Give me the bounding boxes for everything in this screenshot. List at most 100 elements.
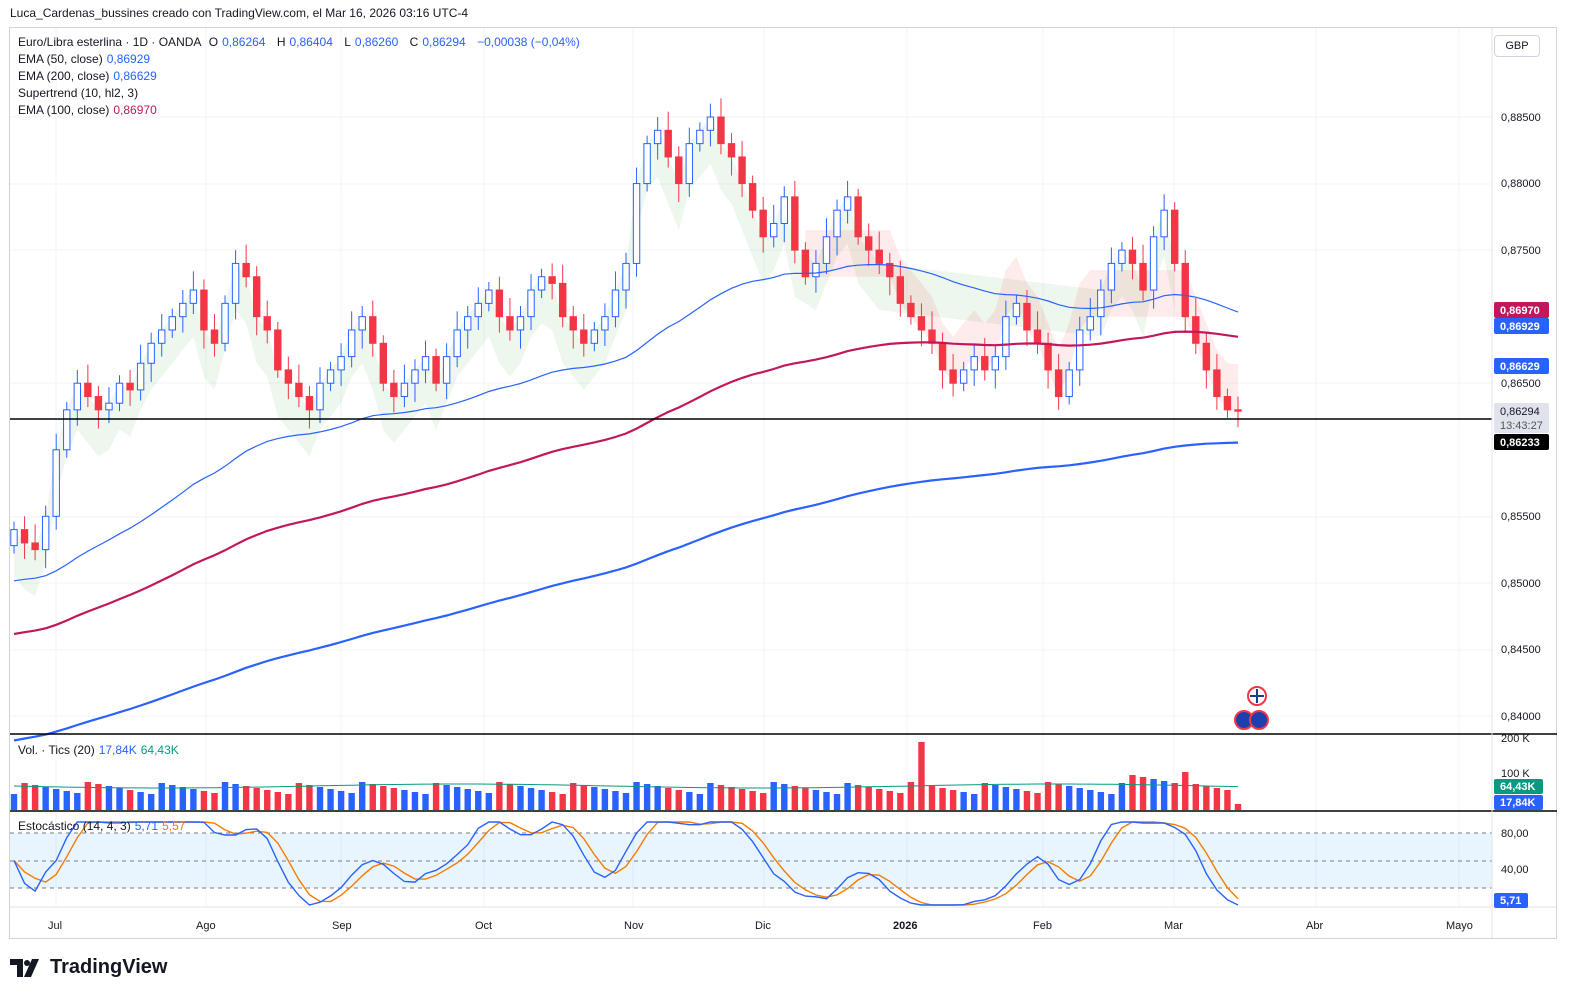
candle-body — [432, 356, 440, 384]
price-tick: 0,86500 — [1501, 378, 1541, 390]
volume-tick: 100 K — [1501, 768, 1530, 780]
time-tick: Oct — [475, 920, 492, 932]
volume-bar — [1150, 779, 1157, 810]
candle-body — [284, 369, 293, 384]
candle-body — [738, 156, 746, 185]
stoch-tick: 80,00 — [1501, 828, 1529, 840]
volume-bar — [1002, 787, 1010, 810]
volume-bar — [21, 783, 28, 810]
volume-bar — [844, 783, 851, 810]
candle-body — [1002, 316, 1010, 358]
candle-body — [242, 262, 250, 278]
candle-body — [31, 542, 39, 551]
countdown-text: 13:43:27 — [1500, 420, 1543, 432]
ema50-line[interactable] — [13, 264, 1239, 582]
supertrend-legend[interactable]: Supertrend (10, hl2, 3) — [18, 86, 139, 100]
ema100-legend[interactable]: EMA (100, close) 0,86970 — [18, 103, 157, 117]
volume-bar — [211, 793, 218, 810]
candle-body — [506, 316, 514, 331]
candle-body — [411, 369, 419, 384]
volume-bar — [475, 791, 482, 810]
volume-bar — [548, 792, 556, 810]
ema200-legend[interactable]: EMA (200, close) 0,86629 — [18, 69, 157, 83]
volume-bar — [285, 794, 292, 810]
candle-body — [727, 143, 736, 158]
candle-body — [200, 289, 208, 331]
last-price-text: 0,86294 — [1500, 406, 1540, 418]
volume-bar — [53, 789, 60, 810]
time-tick: Mar — [1164, 920, 1183, 932]
candle-body — [485, 289, 493, 304]
candle-body — [1012, 302, 1021, 318]
time-tick: Jul — [48, 920, 62, 932]
candle-body — [84, 382, 92, 398]
candle-body — [1213, 369, 1221, 398]
candle-body — [442, 356, 451, 384]
volume-bar — [369, 784, 376, 810]
volume-bar — [823, 792, 830, 810]
stoch-legend[interactable]: Estocástico (14, 4, 3) 5,71 5,57 — [18, 819, 186, 833]
volume-bar — [411, 792, 419, 810]
candle-body — [1170, 209, 1179, 264]
candle-body — [263, 316, 271, 331]
candle-body — [1076, 329, 1084, 371]
volume-bar — [1108, 794, 1115, 810]
volume-bar — [485, 793, 493, 810]
price-tick: 0,88500 — [1501, 112, 1541, 124]
volume-bar — [1192, 784, 1199, 810]
candle-body — [843, 196, 852, 211]
volume-bar — [876, 789, 883, 810]
currency-button[interactable]: GBP — [1494, 35, 1540, 57]
ema100-line[interactable] — [13, 330, 1239, 636]
volume-bar — [707, 783, 714, 810]
candle-body — [854, 196, 862, 238]
symbol-label[interactable]: Euro/Libra esterlina · 1D · OANDA — [18, 35, 202, 49]
volume-legend[interactable]: Vol. · Tics (20) 17,84K 64,43K — [18, 743, 179, 757]
volume-bar — [1203, 786, 1210, 810]
volume-bar — [812, 790, 820, 810]
candle-body — [1128, 249, 1137, 264]
volume-bar — [264, 790, 271, 810]
volume-bar — [570, 783, 577, 810]
volume-bar — [348, 793, 355, 810]
ema200-line[interactable] — [13, 441, 1239, 742]
ema50-badge-text: 0,86929 — [1500, 321, 1540, 333]
time-tick: Nov — [624, 920, 644, 932]
candle-body — [1149, 236, 1158, 291]
candle-body — [516, 316, 525, 331]
candle-body — [316, 382, 324, 411]
eu-flag-icon[interactable] — [1249, 710, 1269, 730]
candle-body — [981, 356, 989, 371]
candle-body — [580, 329, 588, 344]
tradingview-logo[interactable]: TradingView — [10, 956, 167, 979]
supertrend-up-fill — [14, 117, 1175, 597]
candle-body — [812, 262, 820, 278]
candle-body — [759, 209, 767, 238]
candle-body — [643, 143, 651, 185]
price-tick: 0,84500 — [1501, 644, 1541, 656]
volume-bar — [496, 782, 503, 810]
volume-bar — [126, 790, 134, 810]
volume-bar — [686, 792, 693, 810]
volume-bar — [74, 793, 81, 810]
volume-bar — [802, 788, 809, 810]
volume-bar — [865, 787, 872, 810]
volume-bar — [190, 789, 197, 810]
support-badge-text: 0,86233 — [1500, 437, 1540, 449]
volume-bar — [770, 782, 777, 810]
candle-body — [664, 129, 672, 158]
candle-body — [675, 156, 683, 185]
candle-body — [400, 382, 409, 398]
candle-body — [52, 449, 60, 517]
volume-bar — [1055, 784, 1062, 810]
volume-bar — [1013, 789, 1020, 810]
volume-bar — [601, 789, 609, 810]
chart-frame — [9, 27, 1557, 939]
volume-bar — [1023, 791, 1031, 810]
candle-body — [63, 409, 71, 451]
volume-bar — [612, 791, 619, 810]
candle-body — [601, 316, 609, 331]
volume-bar — [580, 785, 587, 810]
ema50-legend[interactable]: EMA (50, close) 0,86929 — [18, 52, 151, 66]
